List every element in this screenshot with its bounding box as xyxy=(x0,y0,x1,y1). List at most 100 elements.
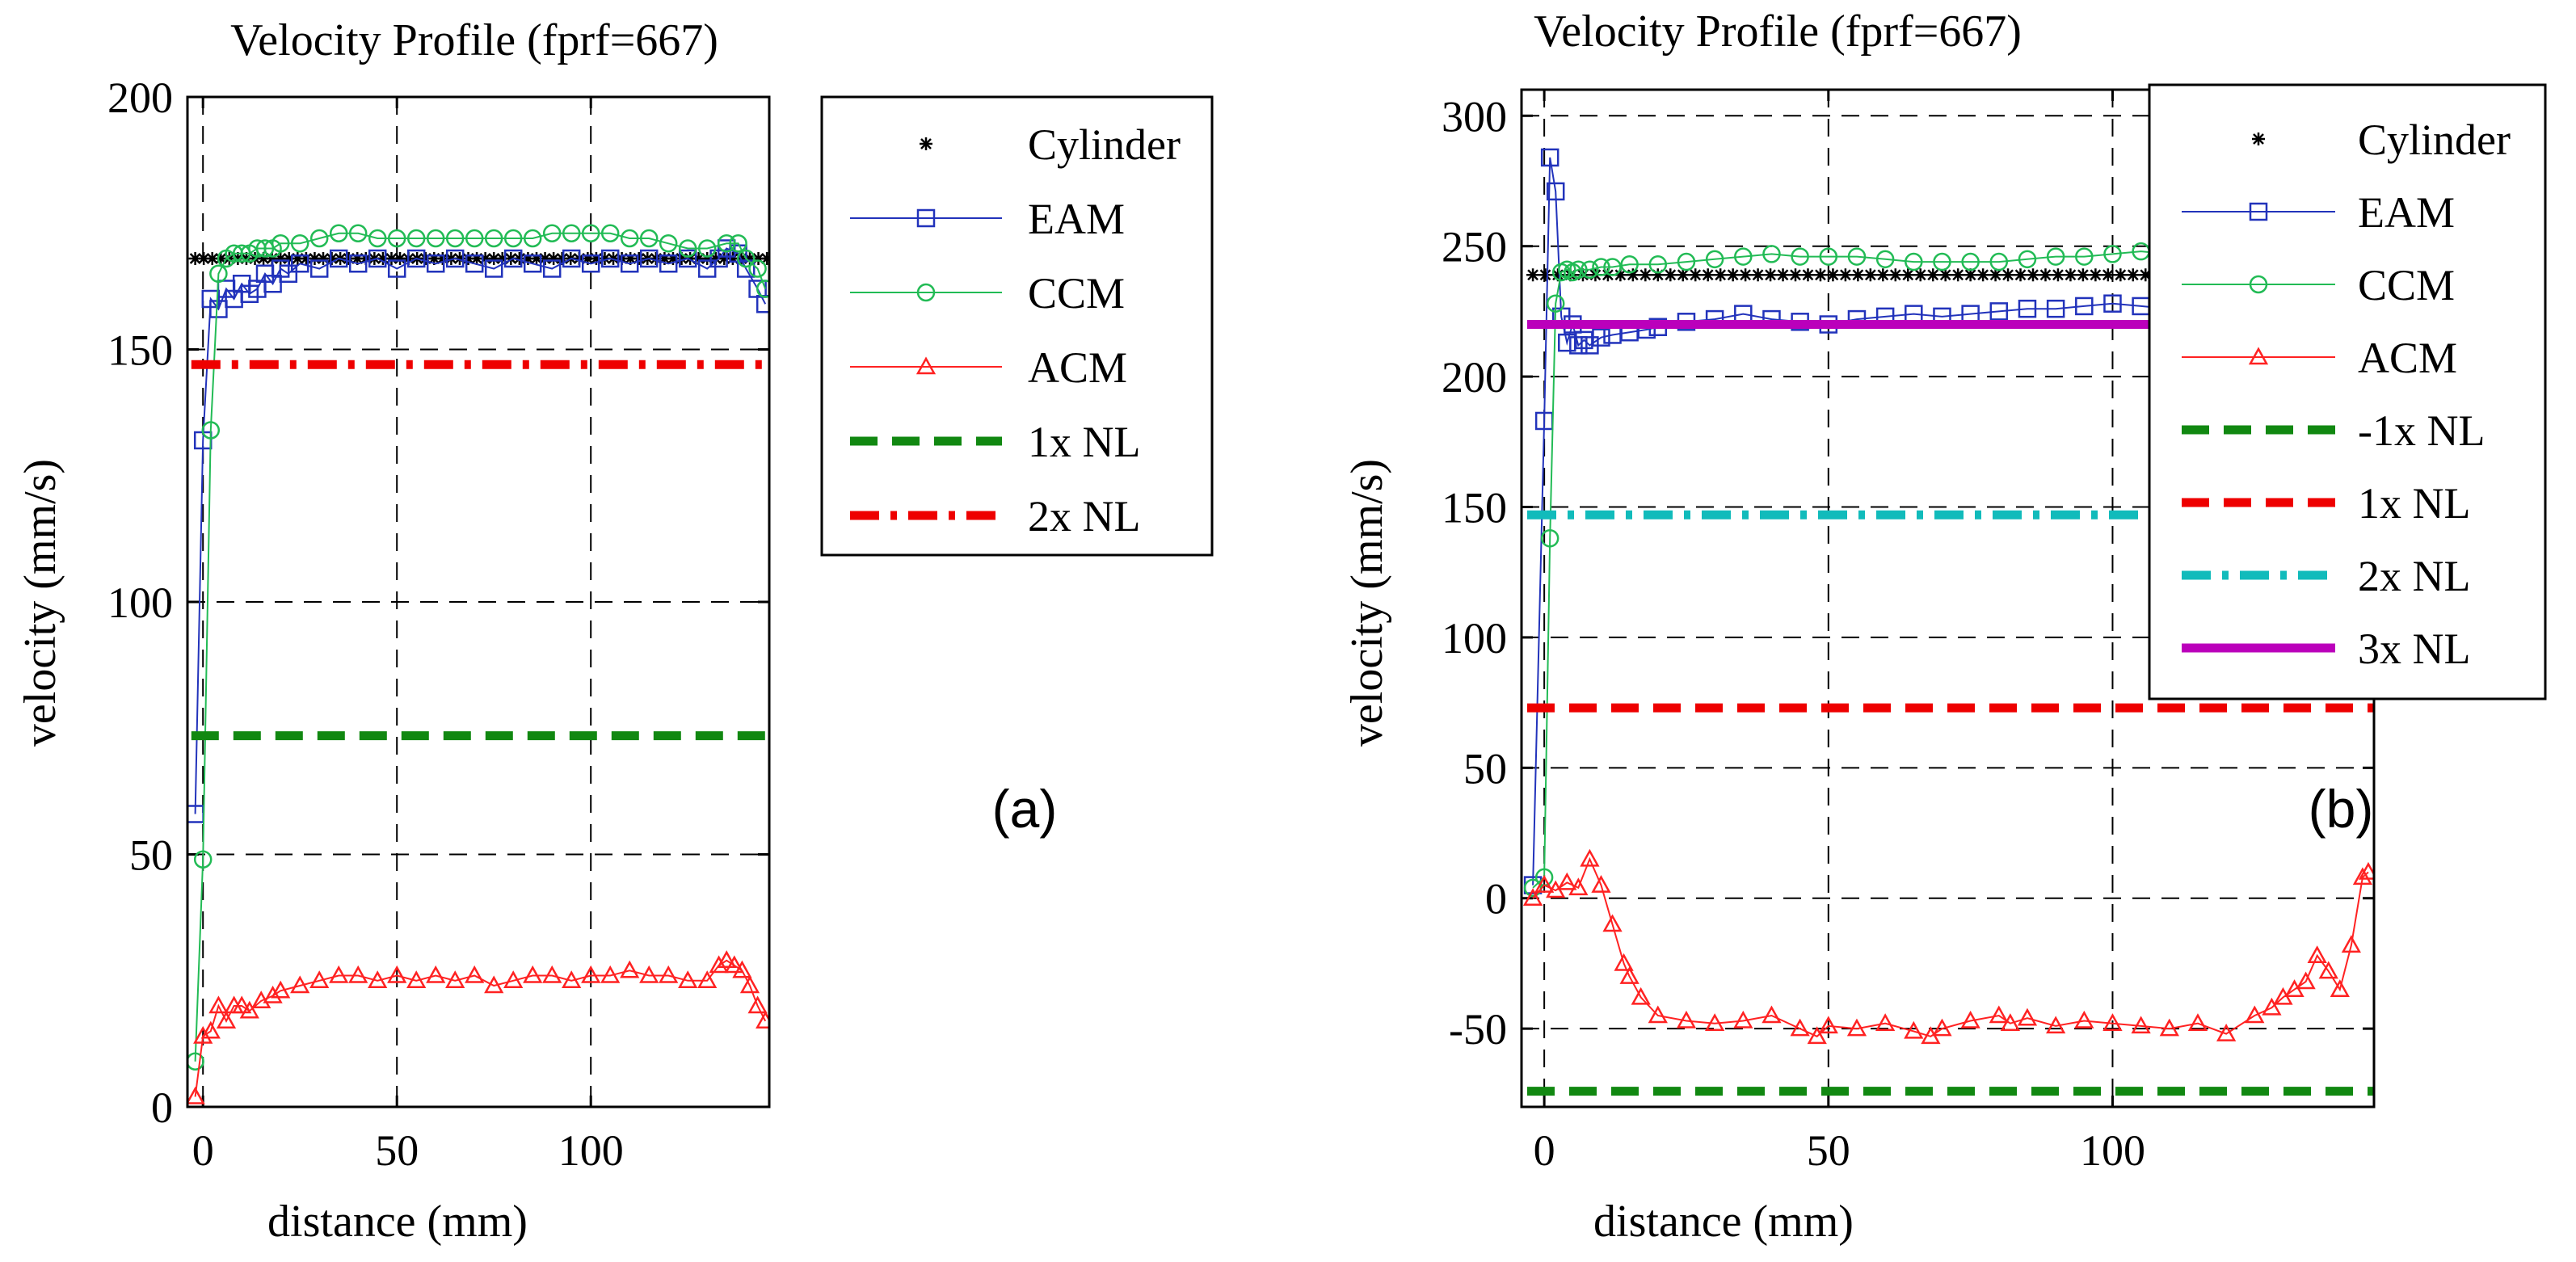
chart-a-point-eam xyxy=(209,300,228,318)
chart-a-point-acm xyxy=(747,995,768,1014)
chart-b-point-acm xyxy=(1932,1018,1952,1037)
chart-a-point-acm xyxy=(200,1020,221,1039)
chart-b: Velocity Profile (fprf=667) distance (mm… xyxy=(1342,6,2547,1247)
chart-b-point-cylinder xyxy=(1689,268,1703,282)
chart-a-point-eam xyxy=(279,264,298,283)
chart-a-point-cylinder xyxy=(649,252,663,265)
chart-a-point-cylinder xyxy=(530,252,543,265)
chart-a-point-ccm xyxy=(503,229,523,248)
chart-b-point-acm xyxy=(2307,945,2327,964)
chart-a-point-acm xyxy=(756,1011,769,1029)
chart-a-title: Velocity Profile (fprf=667) xyxy=(230,15,718,65)
chart-b-point-acm xyxy=(2352,867,2373,886)
chart-a-point-ccm xyxy=(406,229,426,248)
chart-b-point-acm xyxy=(2296,971,2316,990)
chart-b-point-cylinder xyxy=(1838,268,1852,282)
chart-a-point-ccm xyxy=(193,850,213,869)
chart-a-point-acm xyxy=(193,1025,213,1044)
chart-b-point-ccm xyxy=(1819,247,1838,266)
chart-a-point-acm xyxy=(697,970,718,988)
chart-a-panel-label: (a) xyxy=(992,779,1058,839)
chart-a-point-acm xyxy=(562,970,582,988)
chart-a-point-cylinder xyxy=(598,252,612,265)
chart-a-point-ccm xyxy=(717,234,736,253)
chart-a-point-ccm xyxy=(484,229,503,248)
chart-b-legend-entry-acm: ACM xyxy=(2182,334,2457,382)
chart-b-ytick-label: 50 xyxy=(1463,744,1507,793)
chart-a-point-cylinder xyxy=(299,252,313,265)
chart-b-point-ccm xyxy=(1603,258,1622,276)
chart-a-legend-entry-ccm: CCM xyxy=(850,269,1125,318)
chart-b-point-eam xyxy=(2018,299,2037,318)
chart-a-point-ccm xyxy=(201,421,221,440)
chart-b-point-cylinder xyxy=(1826,268,1840,282)
chart-a-point-ccm xyxy=(290,234,309,253)
chart-b-point-cylinder xyxy=(1913,268,1927,282)
chart-b-point-cylinder xyxy=(2089,268,2102,282)
chart-b-ytick-label: 150 xyxy=(1442,484,1507,532)
chart-a-point-ccm xyxy=(209,264,228,283)
chart-b-legend-entry-1x-nl-label: -1x NL xyxy=(2358,406,2485,455)
chart-a-point-ccm xyxy=(639,229,659,248)
chart-b-xlabel: distance (mm) xyxy=(1593,1197,1854,1247)
chart-a-point-acm xyxy=(387,965,407,983)
chart-b-point-cylinder xyxy=(1764,268,1778,282)
chart-a-point-ccm xyxy=(187,1052,204,1071)
chart-a-point-eam xyxy=(736,259,756,278)
chart-a-point-acm xyxy=(659,965,679,983)
chart-a-point-acm xyxy=(426,965,446,983)
chart-b-point-acm xyxy=(1522,888,1543,906)
chart-a-point-cylinder xyxy=(504,252,518,265)
chart-b-point-eam xyxy=(1592,328,1610,347)
chart-b-point-ccm xyxy=(1648,255,1668,274)
chart-b-point-acm xyxy=(1602,914,1623,932)
chart-a-series-eam xyxy=(194,247,767,814)
chart-b-legend-entry-1x-nl: -1x NL xyxy=(2182,406,2485,455)
chart-b-point-acm xyxy=(1614,953,1634,971)
chart-b-legend-entry-2x-nl: 2x NL xyxy=(2182,552,2470,600)
chart-a-point-cylinder xyxy=(222,252,236,265)
chart-a-point-cylinder xyxy=(538,252,552,265)
chart-b-point-acm xyxy=(2131,1016,2151,1034)
chart-b-point-acm xyxy=(1591,875,1611,893)
chart-a-point-cylinder xyxy=(427,252,441,265)
chart-b-point-ccm xyxy=(1791,247,1809,266)
chart-a-point-acm xyxy=(368,970,388,988)
chart-a-point-cylinder xyxy=(444,252,458,265)
chart-a-point-ccm xyxy=(542,224,562,242)
chart-b-point-ccm xyxy=(1847,247,1867,266)
chart-b-point-cylinder xyxy=(1538,268,1552,282)
chart-a-point-acm xyxy=(523,965,543,983)
chart-b-ytick-label: 300 xyxy=(1442,92,1507,141)
chart-a-point-cylinder xyxy=(760,252,769,265)
chart-b-point-cylinder xyxy=(1651,268,1665,282)
chart-b-point-acm xyxy=(1807,1026,1827,1045)
chart-b-point-acm xyxy=(1904,1020,1924,1039)
chart-b-point-ccm xyxy=(1705,250,1724,269)
chart-b-point-cylinder xyxy=(2101,268,2115,282)
chart-b-ytick-label: -50 xyxy=(1449,1005,1507,1054)
chart-a-point-acm xyxy=(581,965,601,983)
chart-a-point-acm xyxy=(503,970,524,988)
chart-b-point-acm xyxy=(2216,1024,2237,1041)
chart-a-point-cylinder xyxy=(487,252,501,265)
chart-a-point-acm xyxy=(717,950,737,968)
chart-b-point-acm xyxy=(1676,1010,1697,1029)
chart-a-point-ccm xyxy=(600,224,620,242)
chart-a-ytick-label: 100 xyxy=(107,578,173,627)
chart-b-point-ccm xyxy=(2103,245,2122,263)
chart-b-legend: Cylinder EAM CCM ACM -1x NL 1x NL 2x NL 3x NL xyxy=(2148,83,2547,700)
chart-a-point-cylinder xyxy=(351,252,364,265)
chart-a-point-acm xyxy=(187,1086,205,1104)
chart-a-point-cylinder xyxy=(512,252,526,265)
chart-a-point-cylinder xyxy=(265,252,279,265)
chart-b-point-cylinder xyxy=(1676,268,1690,282)
chart-b-point-cylinder xyxy=(1951,268,1965,282)
chart-a-point-cylinder xyxy=(317,252,330,265)
chart-b-point-acm xyxy=(2262,997,2282,1016)
chart-b-point-ccm xyxy=(1762,245,1781,263)
chart-b-point-eam xyxy=(2046,299,2065,318)
chart-a-legend-box xyxy=(820,95,1214,557)
chart-b-point-cylinder xyxy=(1726,268,1740,282)
chart-a-ytick-label: 50 xyxy=(129,831,173,880)
